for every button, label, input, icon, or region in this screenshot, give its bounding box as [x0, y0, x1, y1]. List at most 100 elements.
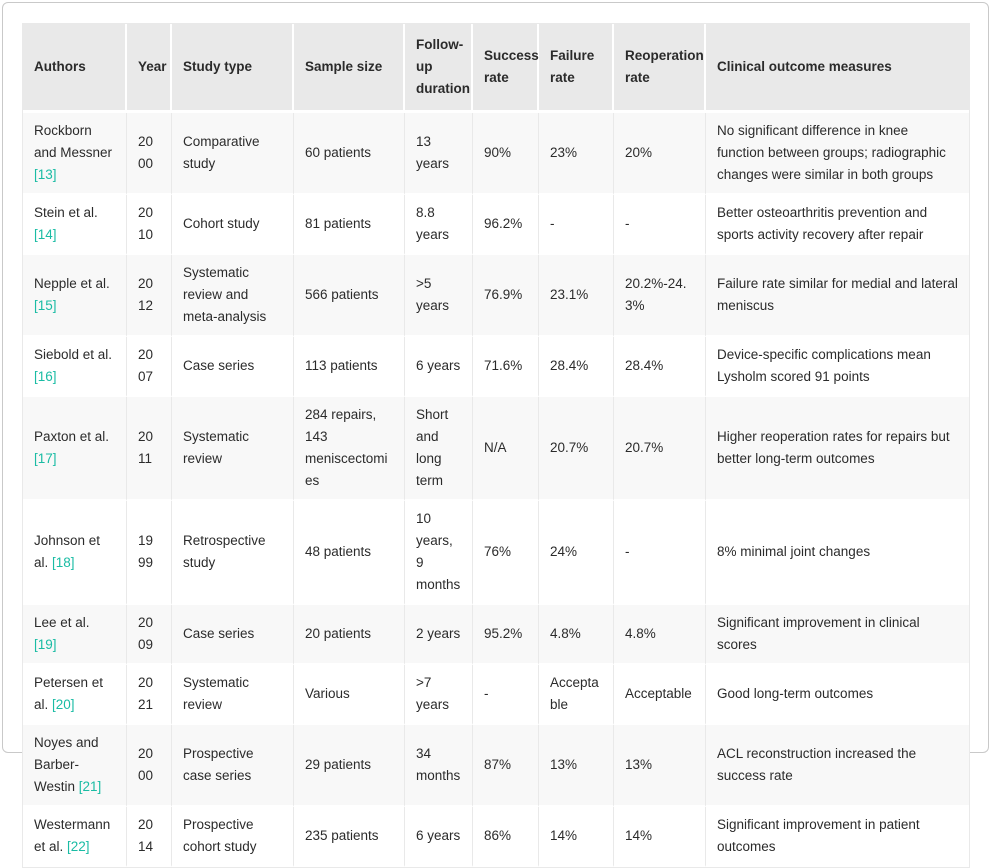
- column-header-sample-size: Sample size: [294, 24, 405, 113]
- failure-rate-cell: 20.7%: [539, 397, 614, 501]
- column-header-outcome-measures: Clinical outcome measures: [706, 24, 969, 113]
- sample-size-cell: 235 patients: [294, 807, 405, 867]
- outcome-cell: No significant difference in knee functi…: [706, 113, 969, 195]
- follow-up-cell: 10 years, 9 months: [405, 501, 473, 605]
- reoperation-rate-cell: -: [614, 501, 706, 605]
- studies-table-container: Authors Year Study type Sample size Foll…: [22, 23, 970, 868]
- column-header-follow-up: Follow-up duration: [405, 24, 473, 113]
- sample-size-cell: 48 patients: [294, 501, 405, 605]
- failure-rate-cell: 23%: [539, 113, 614, 195]
- follow-up-cell: 8.8 years: [405, 195, 473, 255]
- success-rate-cell: 90%: [473, 113, 539, 195]
- follow-up-cell: >5 years: [405, 255, 473, 337]
- citation-link[interactable]: [13]: [34, 167, 57, 182]
- reoperation-rate-cell: 13%: [614, 725, 706, 807]
- success-rate-cell: 96.2%: [473, 195, 539, 255]
- studies-table: Authors Year Study type Sample size Foll…: [22, 23, 970, 868]
- table-row: Rockborn and Messner [13] 2000 Comparative…: [23, 113, 969, 195]
- citation-link[interactable]: [20]: [52, 697, 75, 712]
- follow-up-cell: 34 months: [405, 725, 473, 807]
- failure-rate-cell: -: [539, 195, 614, 255]
- year-cell: 2000: [127, 113, 172, 195]
- authors-cell: Johnson et al. [18]: [23, 501, 127, 605]
- author-name: Rockborn and Messner: [34, 123, 113, 160]
- reoperation-rate-cell: 20.2%-24.3%: [614, 255, 706, 337]
- table-row: Nepple et al. [15] 2012 Systematic review …: [23, 255, 969, 337]
- success-rate-cell: 76.9%: [473, 255, 539, 337]
- authors-cell: Siebold et al. [16]: [23, 337, 127, 397]
- column-header-reoperation-rate: Reoperation rate: [614, 24, 706, 113]
- study-type-cell: Prospective case series: [172, 725, 294, 807]
- author-name: Petersen et al.: [34, 675, 104, 712]
- column-header-study-type: Study type: [172, 24, 294, 113]
- study-type-cell: Prospective cohort study: [172, 807, 294, 867]
- citation-link[interactable]: [22]: [67, 839, 90, 854]
- author-name: Johnson et al.: [34, 533, 101, 570]
- year-cell: 2010: [127, 195, 172, 255]
- success-rate-cell: 95.2%: [473, 605, 539, 665]
- outcome-cell: Significant improvement in patient outco…: [706, 807, 969, 867]
- sample-size-cell: Various: [294, 665, 405, 725]
- citation-link[interactable]: [18]: [52, 555, 75, 570]
- authors-cell: Noyes and Barber-Westin [21]: [23, 725, 127, 807]
- table-row: Westermann et al. [22] 2014 Prospective co…: [23, 807, 969, 867]
- year-cell: 2000: [127, 725, 172, 807]
- failure-rate-cell: Acceptable: [539, 665, 614, 725]
- authors-cell: Lee et al. [19]: [23, 605, 127, 665]
- citation-link[interactable]: [16]: [34, 369, 57, 384]
- author-name: Lee et al.: [34, 615, 90, 630]
- year-cell: 2021: [127, 665, 172, 725]
- reoperation-rate-cell: 20.7%: [614, 397, 706, 501]
- failure-rate-cell: 14%: [539, 807, 614, 867]
- studies-table-body: Rockborn and Messner [13] 2000 Comparative…: [23, 113, 969, 867]
- table-row: Petersen et al. [20] 2021 Systematic revie…: [23, 665, 969, 725]
- follow-up-cell: 13 years: [405, 113, 473, 195]
- table-row: Lee et al. [19] 2009 Case series 20 patient…: [23, 605, 969, 665]
- success-rate-cell: 71.6%: [473, 337, 539, 397]
- table-row: Siebold et al. [16] 2007 Case series 113 pa…: [23, 337, 969, 397]
- study-type-cell: Systematic review and meta-analysis: [172, 255, 294, 337]
- author-name: Nepple et al.: [34, 276, 110, 291]
- failure-rate-cell: 4.8%: [539, 605, 614, 665]
- sample-size-cell: 81 patients: [294, 195, 405, 255]
- citation-link[interactable]: [14]: [34, 227, 57, 242]
- table-row: Paxton et al. [17] 2011 Systematic review 2…: [23, 397, 969, 501]
- author-name: Stein et al.: [34, 205, 98, 220]
- table-row: Stein et al. [14] 2010 Cohort study 81 pati…: [23, 195, 969, 255]
- citation-link[interactable]: [17]: [34, 451, 57, 466]
- table-row: Johnson et al. [18] 1999 Retrospective stu…: [23, 501, 969, 605]
- outcome-cell: 8% minimal joint changes: [706, 501, 969, 605]
- column-header-success-rate: Success rate: [473, 24, 539, 113]
- citation-link[interactable]: [15]: [34, 298, 57, 313]
- outcome-cell: ACL reconstruction increased the success…: [706, 725, 969, 807]
- outcome-cell: Significant improvement in clinical scor…: [706, 605, 969, 665]
- study-type-cell: Cohort study: [172, 195, 294, 255]
- year-cell: 2011: [127, 397, 172, 501]
- citation-link[interactable]: [19]: [34, 637, 57, 652]
- sample-size-cell: 284 repairs, 143 meniscectomies: [294, 397, 405, 501]
- study-type-cell: Retrospective study: [172, 501, 294, 605]
- column-header-failure-rate: Failure rate: [539, 24, 614, 113]
- reoperation-rate-cell: -: [614, 195, 706, 255]
- year-cell: 2007: [127, 337, 172, 397]
- success-rate-cell: 86%: [473, 807, 539, 867]
- follow-up-cell: Short and long term: [405, 397, 473, 501]
- failure-rate-cell: 28.4%: [539, 337, 614, 397]
- outcome-cell: Failure rate similar for medial and late…: [706, 255, 969, 337]
- study-type-cell: Comparative study: [172, 113, 294, 195]
- table-row: Noyes and Barber-Westin [21] 2000 Prospect…: [23, 725, 969, 807]
- success-rate-cell: N/A: [473, 397, 539, 501]
- column-header-year: Year: [127, 24, 172, 113]
- sample-size-cell: 60 patients: [294, 113, 405, 195]
- authors-cell: Petersen et al. [20]: [23, 665, 127, 725]
- authors-cell: Nepple et al. [15]: [23, 255, 127, 337]
- reoperation-rate-cell: 28.4%: [614, 337, 706, 397]
- follow-up-cell: 2 years: [405, 605, 473, 665]
- year-cell: 2014: [127, 807, 172, 867]
- follow-up-cell: 6 years: [405, 807, 473, 867]
- authors-cell: Rockborn and Messner [13]: [23, 113, 127, 195]
- authors-cell: Westermann et al. [22]: [23, 807, 127, 867]
- year-cell: 2009: [127, 605, 172, 665]
- citation-link[interactable]: [21]: [78, 779, 102, 794]
- author-name: Paxton et al.: [34, 429, 110, 444]
